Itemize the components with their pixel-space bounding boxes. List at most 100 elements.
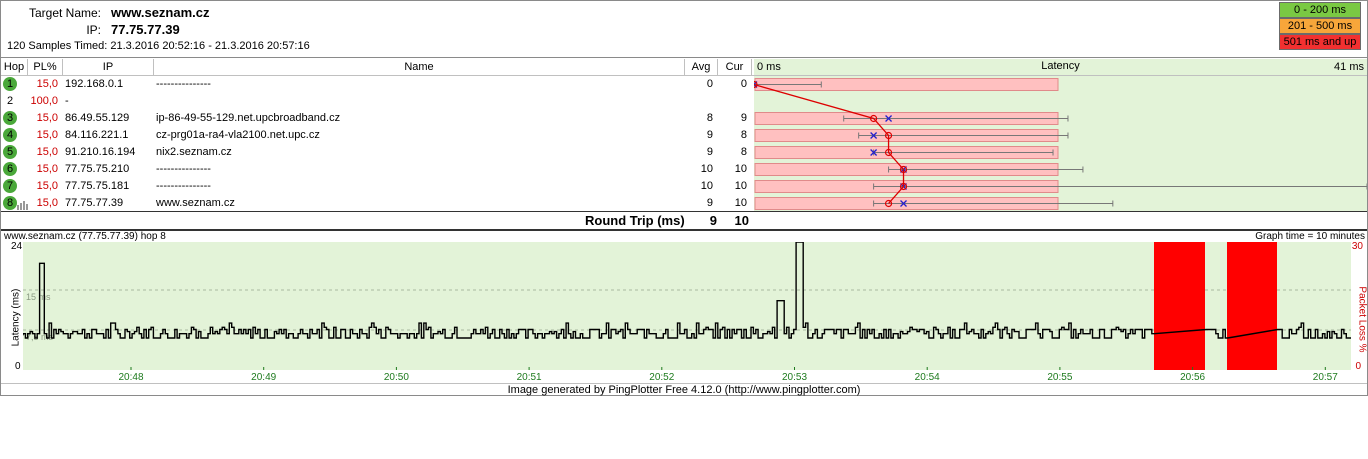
latency-min-label: 0 ms <box>757 61 781 73</box>
avg-value <box>683 93 713 110</box>
hop-row[interactable]: 7 15,0 77.75.75.181 --------------- 10 10 <box>1 178 753 195</box>
time-tick-label: 20:50 <box>383 372 409 383</box>
avg-value: 9 <box>706 129 713 141</box>
cur-value <box>719 93 747 110</box>
time-tick-label: 20:54 <box>914 372 940 383</box>
latency-series <box>23 242 1351 339</box>
legend-low: 0 - 200 ms <box>1279 2 1361 18</box>
time-tick-label: 20:55 <box>1047 372 1073 383</box>
ip-value: 77.75.75.210 <box>65 163 130 175</box>
host-name: ip-86-49-55-129.net.upcbroadband.cz <box>156 112 341 124</box>
round-trip-avg: 9 <box>709 213 717 228</box>
hop-row[interactable]: 1 15,0 192.168.0.1 --------------- 0 0 <box>1 76 753 93</box>
latency-title: Latency <box>1041 60 1080 72</box>
time-tick-label: 20:56 <box>1180 372 1206 383</box>
graph-background <box>23 242 1351 370</box>
cur-value: 8 <box>740 146 747 158</box>
col-avg[interactable]: Avg <box>685 59 718 75</box>
hop-number: 6 <box>3 162 17 176</box>
host-name: --------------- <box>156 180 211 192</box>
round-trip-row: Round Trip (ms) 9 10 <box>1 211 1367 231</box>
time-tick-label: 20:49 <box>251 372 277 383</box>
packet-loss-value: 15,0 <box>36 112 58 124</box>
avg-value: 8 <box>706 112 713 124</box>
avg-marker <box>899 165 908 174</box>
legend-high: 501 ms and up <box>1279 34 1361 50</box>
hop-number: 8 <box>3 196 17 210</box>
hop-row[interactable]: 2 100,0- <box>1 93 753 110</box>
hop-row[interactable]: 8 15,0 77.75.77.39 www.seznam.cz 9 10 <box>1 195 753 212</box>
hop-row[interactable]: 6 15,0 77.75.75.210 --------------- 10 10 <box>1 161 753 178</box>
graph-title: www.seznam.cz (77.75.77.39) hop 8 <box>4 231 166 242</box>
cur-value: 10 <box>734 180 747 192</box>
col-hop[interactable]: Hop <box>1 59 28 75</box>
col-pl[interactable]: PL% <box>28 59 63 75</box>
packet-loss-value: 100,0 <box>30 95 58 107</box>
hop-row[interactable]: 3 15,0 86.49.55.129 ip-86-49-55-129.net.upc… <box>1 110 753 127</box>
host-name: www.seznam.cz <box>156 197 235 209</box>
ip-value: - <box>65 95 69 107</box>
graph-time[interactable]: Graph time = 10 minutes <box>1255 231 1365 242</box>
ip-value: 77.75.75.181 <box>65 180 130 192</box>
packet-loss-block <box>1227 242 1277 370</box>
avg-value: 10 <box>700 163 713 175</box>
footer-credit: Image generated by PingPlotter Free 4.12… <box>1 383 1367 397</box>
pingplotter-window: Target Name: www.seznam.cz IP: 77.75.77.… <box>0 0 1368 396</box>
target-name-label: Target Name: <box>28 6 101 20</box>
legend-mid: 201 - 500 ms <box>1279 18 1361 34</box>
hop-number: 1 <box>3 77 17 91</box>
table-header: Hop PL% IP Name Avg Cur <box>1 59 1367 76</box>
host-name: --------------- <box>156 78 211 90</box>
target-header: Target Name: www.seznam.cz IP: 77.75.77.… <box>1 1 1367 58</box>
latency-time-plot: 15 ms 7,5 ms <box>23 242 1351 370</box>
graph-bars-icon[interactable] <box>17 200 29 210</box>
cur-marker <box>885 115 893 122</box>
loss-axis-bottom: 0 <box>1355 361 1361 372</box>
cur-value: 10 <box>734 197 747 209</box>
hop-row[interactable]: 4 15,0 84.116.221.1 cz-prg01a-ra4-vla2100.n… <box>1 127 753 144</box>
packet-loss-value: 15,0 <box>36 146 58 158</box>
col-cur[interactable]: Cur <box>718 59 752 75</box>
packet-loss-value: 15,0 <box>36 163 58 175</box>
host-name: cz-prg01a-ra4-vla2100.net.upc.cz <box>156 129 320 141</box>
cur-value: 8 <box>740 129 747 141</box>
packet-loss-value: 15,0 <box>36 180 58 192</box>
y-axis-top: 24 <box>11 241 23 252</box>
avg-value: 10 <box>700 180 713 192</box>
packet-loss-axis-label: Packet Loss % <box>1356 286 1368 353</box>
host-name: nix2.seznam.cz <box>156 146 232 158</box>
avg-marker <box>870 114 878 123</box>
ip-value: 77.75.77.39 <box>65 197 124 209</box>
time-tick-label: 20:53 <box>781 372 808 383</box>
ip-value: 192.168.0.1 <box>65 78 124 90</box>
col-ip[interactable]: IP <box>63 59 154 75</box>
packet-loss-block <box>1154 242 1205 370</box>
cur-value: 9 <box>740 112 747 124</box>
loss-axis-top: 30 <box>1351 241 1363 252</box>
host-name: --------------- <box>156 163 211 175</box>
latency-max-label: 41 ms <box>1334 61 1364 73</box>
cur-marker <box>870 149 878 156</box>
latency-axis-label: Latency (ms) <box>10 288 22 347</box>
hop-number: 5 <box>3 145 17 159</box>
latency-header: 0 ms Latency 41 ms <box>754 59 1367 75</box>
avg-marker <box>884 148 893 157</box>
y-axis-bottom: 0 <box>15 361 21 372</box>
avg-line <box>754 83 905 204</box>
avg-marker <box>884 199 893 208</box>
cur-marker <box>870 132 878 139</box>
hop-number: 4 <box>3 128 17 142</box>
time-tick-label: 20:57 <box>1312 372 1338 383</box>
samples-timed: 120 Samples Timed: 21.3.2016 20:52:16 - … <box>7 40 310 52</box>
hop-row[interactable]: 5 15,0 91.210.16.194 nix2.seznam.cz 9 8 <box>1 144 753 161</box>
round-trip-label: Round Trip (ms) <box>585 213 685 228</box>
latency-chart <box>754 78 1367 210</box>
ip-label: IP: <box>86 23 101 37</box>
time-tick-label: 20:51 <box>516 372 542 383</box>
hop-number: 7 <box>3 179 17 193</box>
col-name[interactable]: Name <box>154 59 685 75</box>
target-name-value: www.seznam.cz <box>111 5 210 20</box>
packet-loss-value: 15,0 <box>36 78 58 90</box>
ip-value: 77.75.77.39 <box>111 22 180 37</box>
avg-marker <box>884 131 893 140</box>
